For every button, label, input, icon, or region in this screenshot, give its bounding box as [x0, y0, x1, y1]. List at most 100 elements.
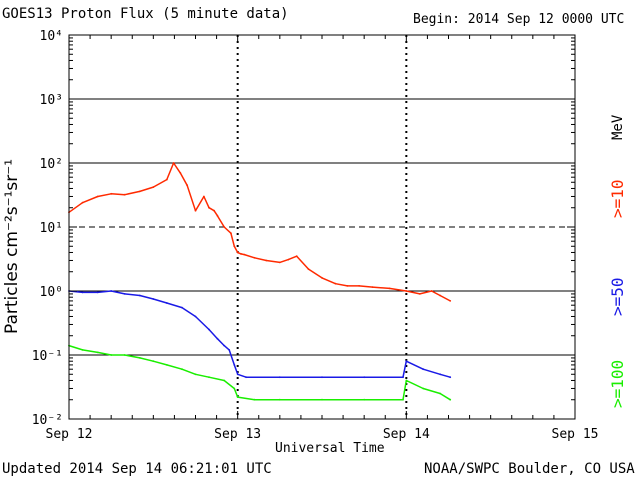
- data-point-0-30: [346, 285, 349, 287]
- data-point-2-12: [233, 387, 236, 390]
- data-point-2-6: [152, 360, 155, 363]
- data-point-2-13: [236, 396, 239, 398]
- data-point-1-13: [228, 349, 231, 351]
- data-point-0-21: [243, 253, 246, 256]
- data-point-1-4: [123, 293, 126, 295]
- grid-lines: [69, 35, 575, 419]
- x-tick-label: Sep 15: [552, 427, 599, 442]
- data-point-0-14: [213, 209, 216, 212]
- x-tick-label: Sep 13: [214, 427, 261, 442]
- data-point-1-22: [422, 368, 425, 371]
- legend-gt10: >=10: [608, 179, 627, 218]
- data-point-0-11: [194, 209, 197, 212]
- data-point-2-4: [123, 354, 126, 356]
- data-point-0-31: [358, 285, 360, 287]
- data-point-1-15: [236, 373, 239, 376]
- data-point-1-10: [208, 328, 210, 331]
- data-point-1-11: [216, 337, 219, 340]
- data-point-2-20: [422, 387, 425, 390]
- data-point-1-19: [363, 376, 366, 379]
- data-point-0-32: [371, 286, 374, 288]
- data-point-1-21: [405, 360, 408, 363]
- data-point-1-24: [449, 376, 452, 379]
- data-point-0-27: [307, 268, 310, 270]
- data-point-0-33: [388, 287, 391, 290]
- data-point-1-14: [233, 364, 236, 366]
- data-point-0-20: [240, 253, 242, 255]
- y-axis-title: Particles cm⁻²s⁻¹sr⁻¹: [2, 158, 22, 334]
- data-point-0-2: [96, 195, 99, 198]
- legend-gt100: >=100: [608, 359, 627, 408]
- data-point-2-10: [208, 376, 210, 379]
- data-point-0-18: [233, 245, 236, 248]
- series-line-1: [68, 290, 451, 378]
- data-point-0-12: [203, 195, 205, 198]
- data-point-0-19: [236, 251, 239, 254]
- data-series: [68, 162, 452, 401]
- y-tick-label: 10⁰: [40, 285, 63, 300]
- data-point-0-7: [165, 178, 168, 181]
- axis-ticks: 10⁻² 10⁻¹ 10⁰ 10¹ 10² 10³ 10⁴ Sep 12 Sep 13 Sep 1…: [32, 29, 599, 442]
- data-point-0-29: [334, 282, 337, 285]
- data-point-0-23: [265, 259, 268, 262]
- data-point-0-22: [253, 256, 256, 259]
- updated-time: Updated 2014 Sep 14 06:21:01 UTC: [2, 461, 272, 477]
- data-point-1-16: [245, 376, 248, 379]
- data-point-1-9: [194, 315, 197, 318]
- data-point-0-16: [223, 226, 226, 228]
- data-point-2-17: [363, 398, 366, 401]
- data-point-1-20: [402, 376, 404, 379]
- begin-time: Begin: 2014 Sep 12 0000 UTC: [413, 12, 625, 27]
- data-point-0-26: [295, 255, 298, 258]
- data-point-2-5: [138, 357, 141, 359]
- data-point-2-2: [96, 351, 99, 354]
- data-point-1-23: [439, 373, 441, 376]
- data-point-0-24: [278, 261, 281, 264]
- data-point-1-1: [81, 291, 84, 294]
- x-tick-label: Sep 12: [46, 427, 93, 442]
- series-line-0: [68, 162, 451, 302]
- series-line-2: [68, 344, 451, 401]
- data-point-1-6: [152, 298, 155, 300]
- data-point-1-5: [138, 294, 141, 297]
- data-point-0-6: [152, 186, 155, 189]
- data-point-2-19: [405, 379, 408, 382]
- credit-text: NOAA/SWPC Boulder, CO USA: [424, 461, 635, 477]
- y-tick-label: 10⁴: [40, 29, 63, 44]
- data-point-2-8: [181, 368, 183, 371]
- data-point-0-5: [138, 190, 141, 193]
- data-point-0-36: [430, 290, 433, 292]
- data-point-0-35: [418, 293, 421, 295]
- data-point-2-9: [194, 373, 197, 376]
- data-point-0-8: [172, 162, 175, 164]
- data-point-0-17: [230, 232, 232, 235]
- data-point-0-9: [179, 172, 182, 174]
- y-tick-label: 10²: [40, 157, 63, 172]
- data-point-2-22: [449, 398, 452, 401]
- data-point-0-15: [216, 214, 219, 217]
- data-point-0-13: [208, 206, 210, 209]
- data-point-2-16: [321, 398, 323, 401]
- data-point-0-34: [405, 290, 408, 292]
- data-point-1-18: [321, 376, 323, 379]
- data-point-2-7: [165, 364, 168, 366]
- data-point-1-2: [96, 291, 99, 294]
- data-point-2-14: [253, 398, 256, 401]
- data-point-1-12: [223, 344, 226, 347]
- data-point-1-3: [110, 290, 113, 292]
- data-point-2-21: [439, 392, 441, 395]
- y-tick-label: 10⁻²: [32, 413, 63, 428]
- data-point-0-1: [81, 201, 84, 204]
- data-point-0-28: [321, 277, 323, 279]
- x-axis-title: Universal Time: [275, 441, 385, 456]
- legend-gt50: >=50: [608, 277, 627, 316]
- data-point-2-15: [278, 398, 281, 401]
- data-point-0-38: [449, 300, 452, 302]
- x-tick-label: Sep 14: [383, 427, 430, 442]
- data-point-0-37: [439, 294, 441, 297]
- data-point-2-11: [223, 379, 226, 382]
- data-point-0-10: [186, 184, 189, 187]
- data-point-0-3: [110, 192, 113, 195]
- y-tick-label: 10¹: [40, 221, 63, 236]
